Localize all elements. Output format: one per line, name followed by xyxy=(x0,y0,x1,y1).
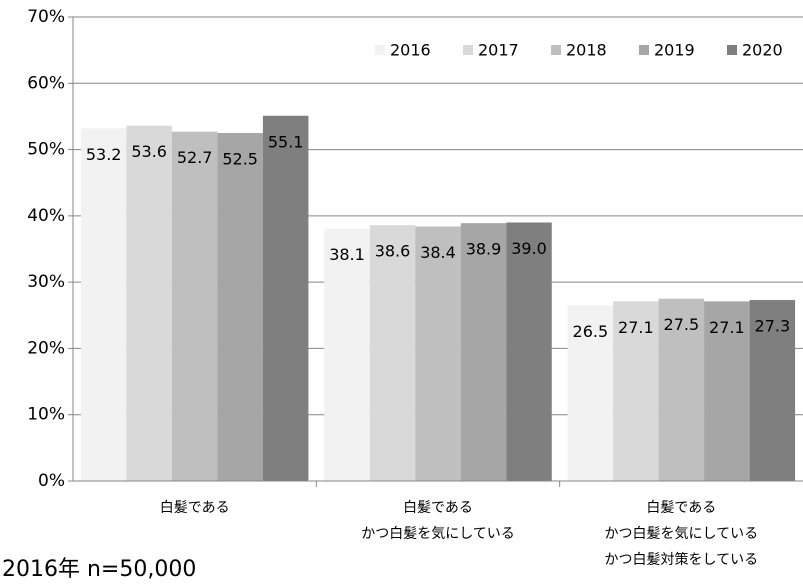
legend-swatch xyxy=(639,45,649,55)
y-tick-label: 0% xyxy=(38,471,65,491)
bar xyxy=(704,301,750,481)
data-label: 39.0 xyxy=(511,239,547,258)
data-label: 27.1 xyxy=(618,318,654,337)
x-tick-label: かつ白髪を気にしている xyxy=(361,526,515,542)
data-label: 38.1 xyxy=(329,245,365,264)
legend-label: 2020 xyxy=(742,41,783,60)
bar xyxy=(613,301,659,481)
data-label: 27.5 xyxy=(664,315,700,334)
x-tick-label: 白髪である xyxy=(646,500,716,516)
legend-swatch xyxy=(375,45,385,55)
bar xyxy=(126,125,172,482)
bar xyxy=(80,128,127,482)
data-label: 27.3 xyxy=(755,317,791,336)
data-label: 26.5 xyxy=(573,322,609,341)
bar xyxy=(415,226,461,481)
y-tick-label: 70% xyxy=(27,7,65,27)
data-label: 38.6 xyxy=(375,242,411,261)
bar xyxy=(749,300,796,481)
x-tick-label: 白髪である xyxy=(160,500,230,516)
bar xyxy=(369,225,416,481)
annotation: 2016年 n=50,000 xyxy=(2,557,196,582)
bar xyxy=(506,222,552,481)
data-label: 27.1 xyxy=(709,318,745,337)
legend-label: 2019 xyxy=(654,41,695,60)
legend-label: 2017 xyxy=(478,41,519,60)
legend-swatch xyxy=(551,45,561,55)
y-tick-label: 50% xyxy=(27,140,65,160)
bar xyxy=(460,223,507,482)
bar xyxy=(171,131,218,481)
data-label: 52.7 xyxy=(177,148,213,167)
data-label: 52.5 xyxy=(222,150,258,169)
data-label: 38.9 xyxy=(466,240,502,259)
legend-label: 2016 xyxy=(390,41,431,60)
bar xyxy=(324,228,370,481)
bar xyxy=(658,298,705,481)
y-tick-label: 30% xyxy=(27,272,65,292)
x-tick-label: かつ白髪を気にしている xyxy=(605,526,759,542)
x-tick-label: 白髪である xyxy=(403,500,473,516)
y-tick-label: 40% xyxy=(27,206,65,226)
x-tick-label: かつ白髪対策をしている xyxy=(605,551,759,568)
data-label: 53.2 xyxy=(86,145,122,164)
data-label: 55.1 xyxy=(268,132,304,151)
bar xyxy=(262,115,309,481)
bar xyxy=(217,133,263,481)
y-tick-label: 20% xyxy=(27,338,65,358)
legend-label: 2018 xyxy=(566,41,607,60)
legend-swatch xyxy=(463,45,473,55)
data-label: 38.4 xyxy=(420,243,456,262)
legend-swatch xyxy=(727,45,737,55)
data-label: 53.6 xyxy=(131,142,167,161)
y-tick-label: 10% xyxy=(27,405,65,425)
y-tick-label: 60% xyxy=(27,73,65,93)
bar xyxy=(567,305,614,481)
